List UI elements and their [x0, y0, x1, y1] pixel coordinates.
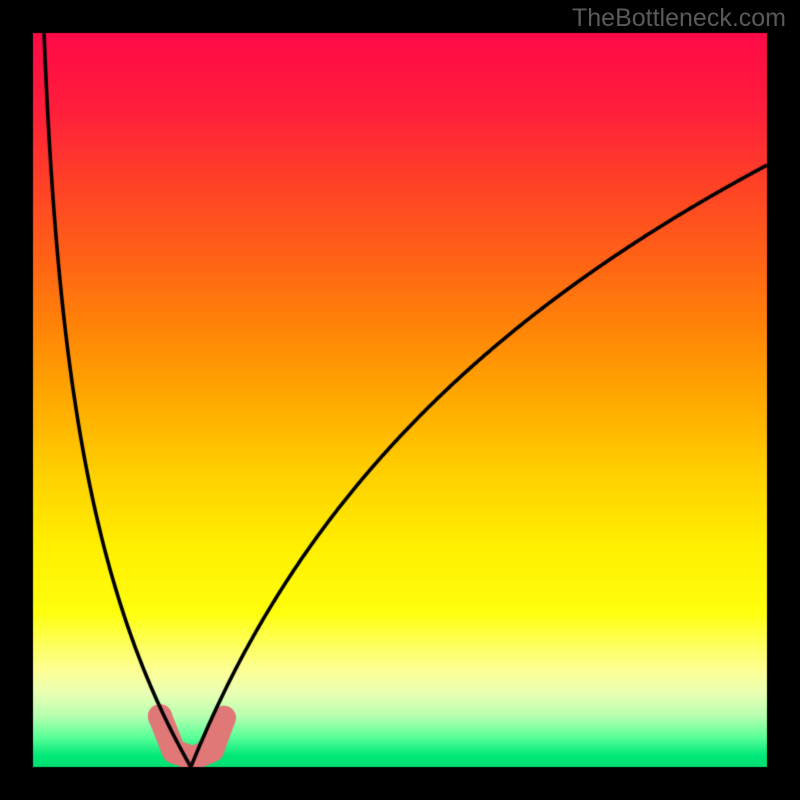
chart-container: TheBottleneck.com: [0, 0, 800, 800]
bottleneck-chart-canvas: [0, 0, 800, 800]
